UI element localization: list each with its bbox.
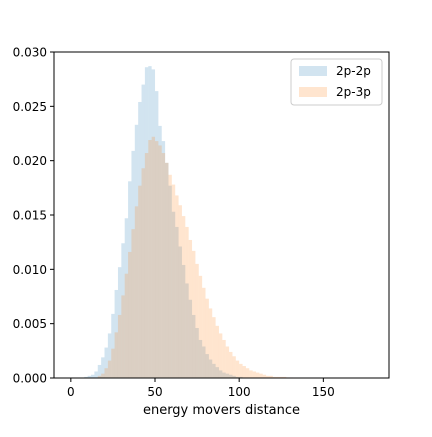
histogram-bar [108, 361, 111, 378]
histogram-bar [202, 288, 205, 378]
histogram-bar [131, 229, 134, 378]
histogram-bar [192, 251, 195, 378]
y-tick-label: 0.025 [13, 100, 47, 114]
histogram-bar [222, 340, 225, 378]
x-tick-label: 150 [312, 385, 335, 399]
histogram-bar [246, 368, 249, 378]
histogram-bar [206, 299, 209, 378]
histogram-bar [219, 333, 222, 378]
histogram-bar [118, 315, 121, 378]
histogram-bar [145, 153, 148, 378]
histogram-bar [165, 163, 168, 378]
histogram-bar [256, 373, 259, 378]
histogram-bar [243, 366, 246, 378]
histogram-bar [101, 374, 104, 378]
histogram-bar [216, 326, 219, 378]
y-tick-label: 0.000 [13, 372, 47, 386]
x-axis-label: energy movers distance [143, 403, 300, 418]
histogram-bar [259, 374, 262, 378]
histogram-bar [232, 356, 235, 378]
histogram-bar [135, 206, 138, 378]
legend-label: 2p-2p [336, 64, 371, 78]
histogram-bar [155, 141, 158, 378]
histogram-bar [148, 140, 151, 378]
y-tick-label: 0.020 [13, 154, 47, 168]
histogram-bar [253, 371, 256, 378]
histogram-bar [172, 185, 175, 378]
histogram-bar [138, 186, 141, 378]
y-tick-label: 0.005 [13, 317, 47, 331]
histogram-bar [94, 371, 97, 378]
histogram-bar [249, 370, 252, 378]
legend-swatch [299, 87, 327, 97]
histogram-bar [209, 308, 212, 378]
histogram-bar [236, 361, 239, 378]
bars-layer [84, 66, 299, 378]
histogram-bar [152, 137, 155, 378]
histogram-bar [226, 346, 229, 378]
histogram-bar [195, 264, 198, 378]
histogram-bar [189, 240, 192, 378]
histogram-bar [121, 295, 124, 378]
histogram-bar [168, 175, 171, 378]
legend-label: 2p-3p [336, 85, 371, 99]
histogram-bar [179, 205, 182, 378]
histogram-bar [212, 317, 215, 378]
histogram-bar [185, 227, 188, 378]
histogram-bar [239, 364, 242, 378]
histogram-bar [142, 168, 145, 378]
histogram-bar [125, 274, 128, 378]
histogram-bar [162, 153, 165, 378]
histogram-bar [158, 145, 161, 378]
histogram-bar [115, 332, 118, 378]
histogram-bar [128, 252, 131, 378]
x-tick-label: 100 [228, 385, 251, 399]
y-tick-label: 0.010 [13, 263, 47, 277]
histogram-bar [229, 352, 232, 378]
histogram-bar [199, 276, 202, 378]
y-tick-label: 0.015 [13, 209, 47, 223]
histogram-bar [105, 368, 108, 378]
y-tick-label: 0.030 [13, 46, 47, 60]
histogram-bar [111, 349, 114, 378]
legend-swatch [299, 66, 327, 76]
histogram-bar [175, 195, 178, 378]
histogram-bar [182, 216, 185, 378]
legend: 2p-2p 2p-3p [291, 59, 382, 105]
series-2p-3p [98, 137, 300, 378]
x-tick-label: 0 [67, 385, 75, 399]
x-tick-label: 50 [147, 385, 162, 399]
